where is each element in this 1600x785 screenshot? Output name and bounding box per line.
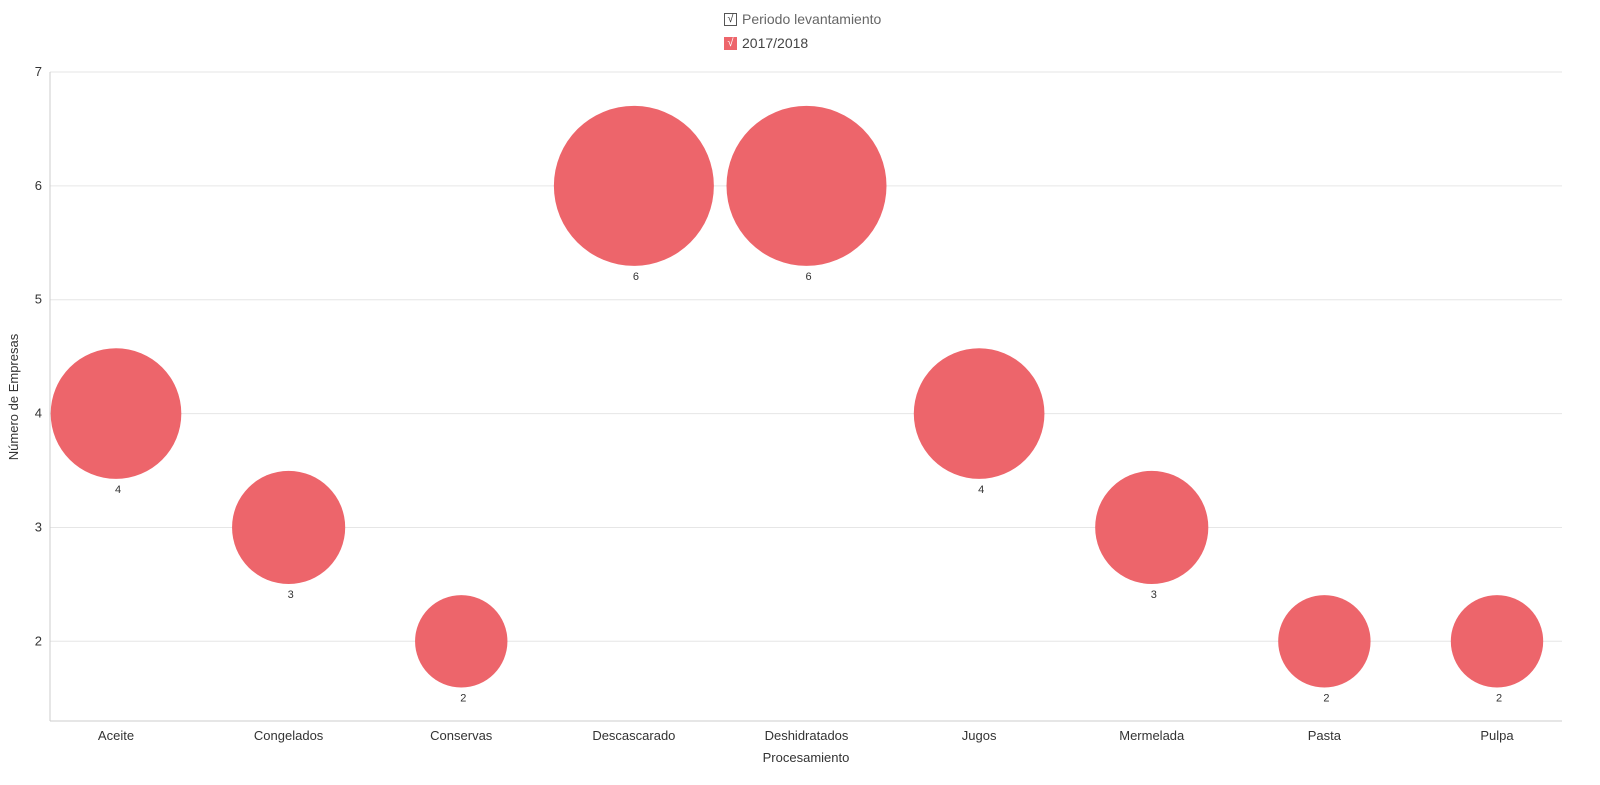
- bubble-pulpa[interactable]: [1450, 595, 1544, 688]
- data-label-descascarado: 6: [633, 271, 639, 283]
- data-label-pasta: 2: [1323, 692, 1329, 704]
- bubble-pasta[interactable]: [1278, 595, 1371, 688]
- x-tick-label-aceite: Aceite: [98, 728, 134, 743]
- x-tick-label-jugos: Jugos: [962, 728, 997, 743]
- bubble-conservas[interactable]: [415, 595, 508, 688]
- x-axis-title: Procesamiento: [763, 750, 850, 765]
- y-tick-label-7: 7: [35, 64, 42, 79]
- bubble-mermelada[interactable]: [1095, 470, 1209, 585]
- bubble-descascarado[interactable]: [553, 105, 714, 266]
- data-label-pulpa: 2: [1496, 692, 1502, 704]
- x-axis-ticks: Aceite Congelados Conservas Descascarado Des…: [98, 728, 1514, 743]
- y-tick-label-3: 3: [35, 519, 42, 534]
- y-axis-title: Número de Empresas: [6, 333, 21, 460]
- data-label-conservas: 2: [460, 692, 466, 704]
- bubble-series: [50, 105, 1544, 688]
- bubble-aceite[interactable]: [50, 348, 182, 479]
- legend-series-checkbox-icon[interactable]: √: [724, 36, 737, 50]
- bubble-congelados[interactable]: [232, 470, 346, 585]
- data-label-aceite: 4: [115, 484, 121, 496]
- x-tick-label-conservas: Conservas: [430, 728, 493, 743]
- legend-header-label: Periodo levantamiento: [742, 11, 882, 27]
- x-tick-label-pulpa: Pulpa: [1480, 728, 1514, 743]
- bubble-jugos[interactable]: [913, 348, 1045, 479]
- data-label-deshidratados: 6: [805, 271, 811, 283]
- x-tick-label-pasta: Pasta: [1308, 728, 1342, 743]
- x-tick-label-deshidratados: Deshidratados: [765, 728, 849, 743]
- legend: √ Periodo levantamiento √ 2017/2018: [0, 0, 1600, 60]
- y-tick-label-6: 6: [35, 178, 42, 193]
- legend-header-checkbox-icon[interactable]: √: [724, 12, 737, 26]
- bubble-deshidratados[interactable]: [726, 105, 887, 266]
- x-tick-label-descascarado: Descascarado: [592, 728, 675, 743]
- axes: [49, 72, 1562, 722]
- legend-series-label: 2017/2018: [742, 35, 809, 51]
- data-labels: 4 3 2 6 6 4 3 2 2: [115, 271, 1502, 705]
- legend-header[interactable]: √ Periodo levantamiento: [724, 10, 881, 28]
- x-tick-label-congelados: Congelados: [254, 728, 324, 743]
- x-tick-label-mermelada: Mermelada: [1119, 728, 1185, 743]
- y-tick-label-2: 2: [35, 633, 42, 648]
- data-label-jugos: 4: [978, 484, 984, 496]
- data-label-congelados: 3: [288, 589, 294, 601]
- data-label-mermelada: 3: [1151, 589, 1157, 601]
- y-tick-label-5: 5: [35, 292, 42, 307]
- y-axis-ticks: 2 3 4 5 6 7: [35, 64, 42, 648]
- legend-item-series[interactable]: √ 2017/2018: [724, 34, 808, 52]
- y-tick-label-4: 4: [35, 406, 42, 421]
